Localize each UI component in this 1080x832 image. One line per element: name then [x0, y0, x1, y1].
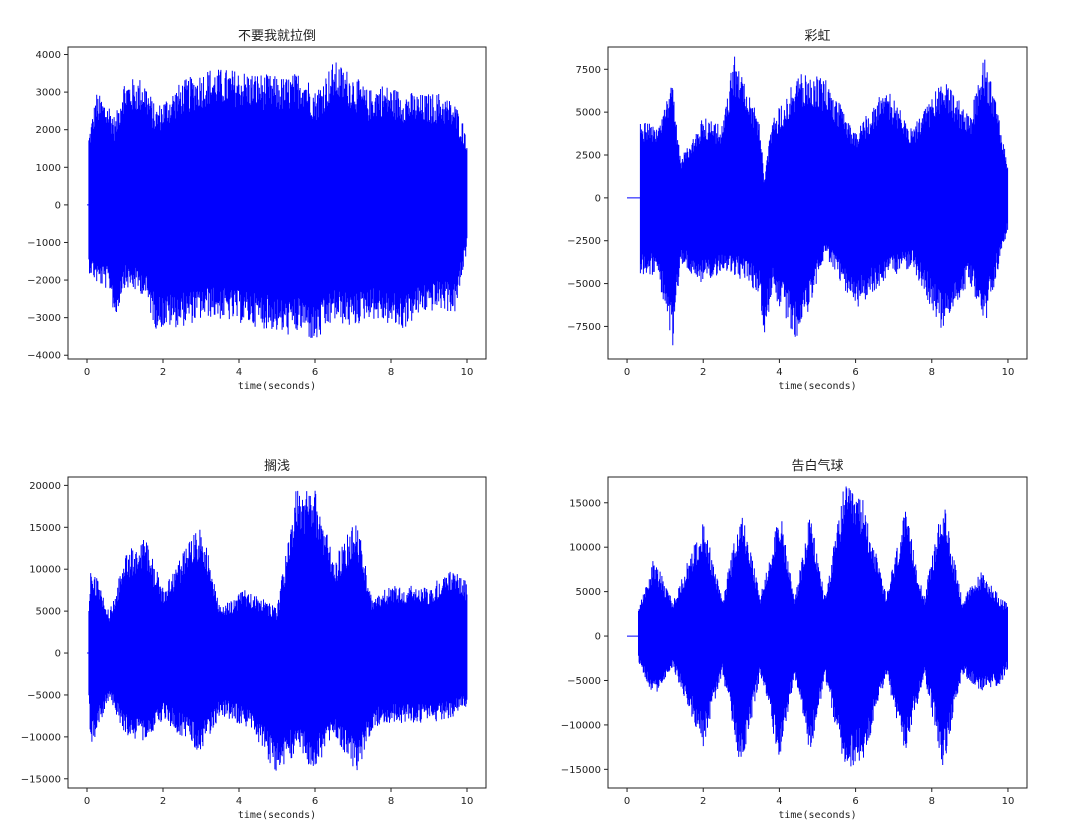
y-tick-label: 20000 — [29, 481, 61, 492]
x-tick-label: 4 — [236, 367, 242, 378]
waveform-series — [87, 490, 468, 771]
y-tick-label: −7500 — [567, 322, 601, 333]
x-tick-label: 0 — [84, 367, 90, 378]
y-tick-label: 15000 — [29, 523, 61, 534]
x-tick-label: 8 — [388, 367, 394, 378]
axes-frame — [607, 476, 1028, 789]
x-tick-label: 10 — [461, 367, 474, 378]
y-tick-label: −5000 — [567, 279, 601, 290]
x-tick-label: 8 — [929, 367, 935, 378]
x-tick-label: 0 — [84, 796, 90, 807]
y-tick-label: 7500 — [576, 65, 601, 76]
waveform-trace — [87, 62, 468, 338]
y-tick-label: 10000 — [29, 565, 61, 576]
y-tick-label: −10000 — [561, 720, 601, 731]
y-tick-label: −10000 — [21, 732, 61, 743]
y-tick-label: 10000 — [569, 543, 601, 554]
x-tick-label: 6 — [852, 796, 858, 807]
waveform-trace — [627, 56, 1009, 346]
x-axis-label: time(seconds) — [238, 810, 316, 821]
x-tick-label: 4 — [236, 796, 242, 807]
x-tick-label: 2 — [700, 367, 706, 378]
axes-frame — [607, 46, 1028, 360]
y-tick-label: 2000 — [36, 125, 61, 136]
y-tick-label: 0 — [55, 200, 61, 211]
waveform-series — [627, 486, 1008, 767]
chart-title: 告白气球 — [791, 458, 843, 474]
chart-title: 彩虹 — [804, 29, 830, 44]
y-tick-label: 4000 — [36, 50, 61, 61]
waveform-panel-1: 0 2 4 6 8 10 −4000 −3000 −2000 −1000 0 1000 2000 3000… — [27, 29, 487, 392]
x-tick-label: 6 — [852, 367, 858, 378]
x-axis-label: time(seconds) — [238, 381, 316, 392]
axes-frame — [67, 476, 487, 789]
waveform-trace — [627, 486, 1008, 767]
waveform-trace — [87, 490, 468, 771]
y-tick-label: −2500 — [567, 236, 601, 247]
waveform-series — [627, 56, 1009, 346]
x-axis-label: time(seconds) — [778, 381, 856, 392]
y-tick-label: −15000 — [561, 765, 601, 776]
y-tick-label: −5000 — [27, 690, 61, 701]
waveform-panel-4: 0 2 4 6 8 10 −15000 −10000 −5000 0 5000 10000 15000 告… — [561, 458, 1028, 821]
x-tick-label: 10 — [1002, 367, 1015, 378]
y-tick-label: 5000 — [576, 108, 601, 119]
y-tick-label: −15000 — [21, 774, 61, 785]
waveform-panel-2: 0 2 4 6 8 10 −7500 −5000 −2500 0 2500 5000 7500 彩虹 tim… — [567, 29, 1028, 392]
x-axis-label: time(seconds) — [778, 810, 856, 821]
x-tick-label: 2 — [160, 367, 166, 378]
x-tick-label: 8 — [388, 796, 394, 807]
chart-title: 不要我就拉倒 — [238, 29, 316, 44]
y-tick-label: 5000 — [36, 607, 61, 618]
x-tick-label: 0 — [624, 367, 630, 378]
y-tick-label: 0 — [595, 193, 601, 204]
chart-title: 搁浅 — [264, 459, 290, 474]
waveform-series — [87, 62, 468, 338]
x-tick-label: 0 — [624, 796, 630, 807]
y-tick-label: 0 — [595, 632, 601, 643]
y-tick-label: 5000 — [576, 587, 601, 598]
y-tick-label: 2500 — [576, 151, 601, 162]
y-tick-label: −3000 — [27, 313, 61, 324]
x-tick-label: 2 — [160, 796, 166, 807]
x-tick-label: 6 — [312, 796, 318, 807]
x-tick-label: 8 — [929, 796, 935, 807]
y-tick-label: 15000 — [569, 498, 601, 509]
x-tick-label: 10 — [1002, 796, 1015, 807]
y-tick-label: −2000 — [27, 276, 61, 287]
y-tick-label: 0 — [55, 649, 61, 660]
y-tick-label: −4000 — [27, 351, 61, 362]
x-tick-label: 2 — [700, 796, 706, 807]
waveform-panel-3: 0 2 4 6 8 10 −15000 −10000 −5000 0 5000 10000 15000 2… — [21, 459, 487, 821]
y-tick-label: 1000 — [36, 163, 61, 174]
y-tick-label: 3000 — [36, 88, 61, 99]
y-tick-label: −5000 — [567, 676, 601, 687]
y-tick-label: −1000 — [27, 238, 61, 249]
axes-frame — [67, 46, 487, 360]
x-tick-label: 6 — [312, 367, 318, 378]
x-tick-label: 4 — [776, 796, 782, 807]
x-tick-label: 4 — [776, 367, 782, 378]
x-tick-label: 10 — [461, 796, 474, 807]
